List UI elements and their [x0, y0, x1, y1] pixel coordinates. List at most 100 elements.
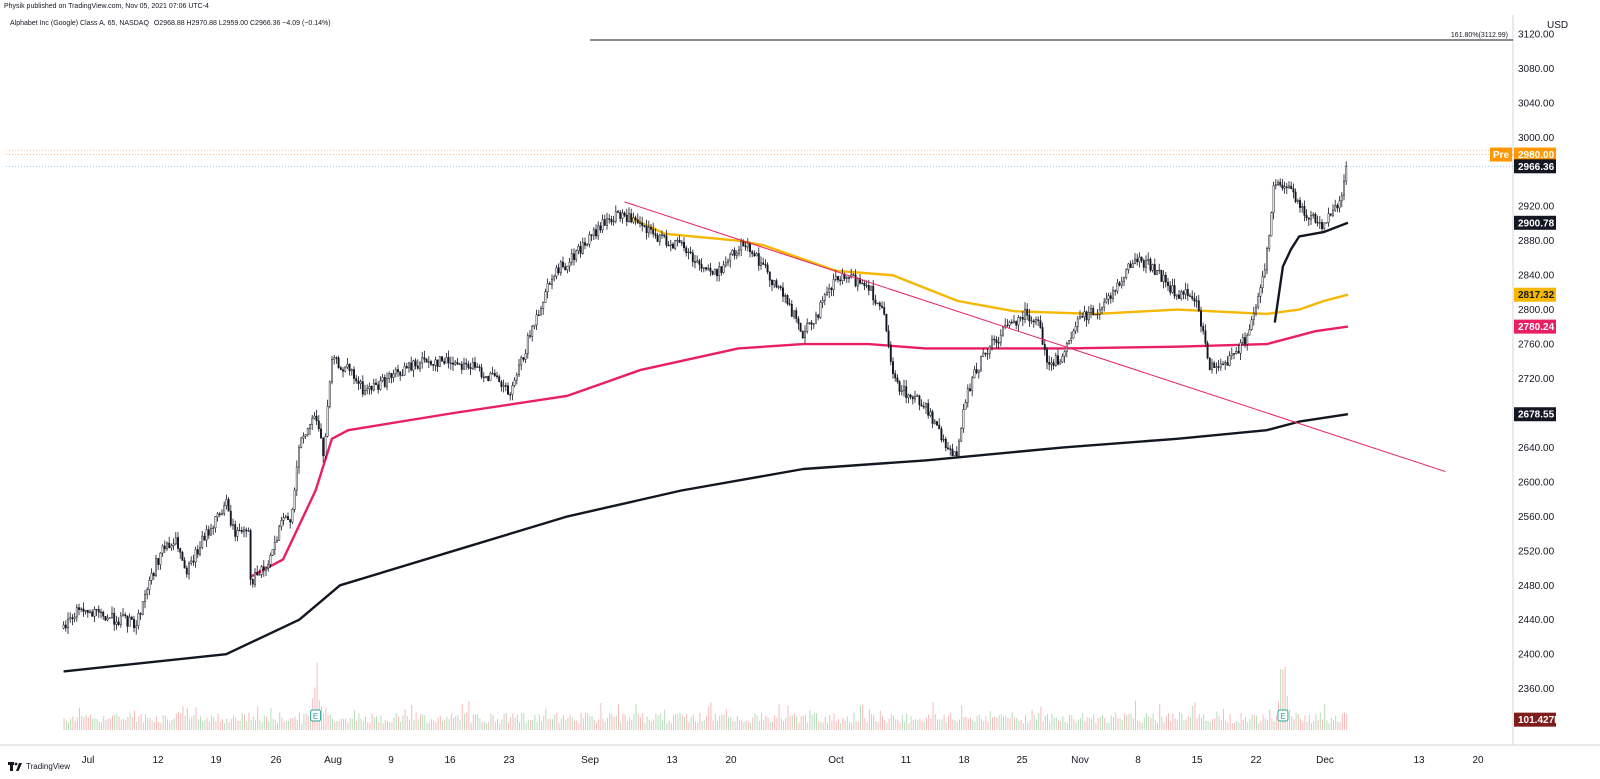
- candle-body: [645, 226, 648, 234]
- volume-bar: [833, 713, 835, 730]
- candle-body: [742, 241, 745, 247]
- volume-bar: [296, 720, 298, 730]
- candle-body: [1103, 301, 1106, 308]
- candle-body: [969, 388, 971, 391]
- candle-body: [188, 563, 190, 575]
- volume-bar: [1062, 716, 1064, 730]
- candle-body: [727, 260, 729, 264]
- volume-bar: [699, 713, 701, 730]
- volume-bar: [1216, 711, 1218, 730]
- candle-body: [1345, 166, 1348, 182]
- footer-brand[interactable]: TradingView: [8, 762, 70, 771]
- volume-bar: [1249, 719, 1251, 730]
- volume-bar: [402, 715, 404, 730]
- candle-body: [1118, 282, 1121, 286]
- candle-body: [1270, 212, 1273, 237]
- candles[interactable]: [62, 161, 1348, 635]
- volume-bar: [1139, 721, 1141, 730]
- candle-body: [496, 375, 498, 377]
- volume-bar: [626, 720, 628, 730]
- volume-bar: [299, 712, 300, 730]
- candle-body: [1127, 263, 1130, 270]
- volume-bar: [442, 721, 443, 730]
- candle-body: [713, 269, 716, 275]
- price-tick-label: 2920.00: [1518, 202, 1555, 213]
- candle-body: [575, 250, 578, 260]
- candle-body: [172, 543, 175, 546]
- volume-bar: [1038, 712, 1040, 730]
- candle-body: [458, 363, 461, 366]
- volume-bar: [585, 712, 586, 730]
- volume-bar: [842, 717, 844, 730]
- candle-body: [764, 264, 767, 266]
- price-axis[interactable]: 3120.00 3080.00 3040.00 3000.00 2920.00 2880.…: [1518, 29, 1555, 729]
- volume-bar: [523, 713, 525, 730]
- volume-bar: [723, 714, 725, 730]
- volume-bar: [98, 721, 100, 730]
- volume-bar: [527, 719, 529, 730]
- candle-body: [984, 352, 987, 355]
- candle-body: [553, 276, 556, 280]
- candle-body: [698, 260, 701, 265]
- candle-body: [344, 366, 347, 372]
- volume-bar: [222, 719, 223, 730]
- volume-bar: [943, 714, 945, 730]
- candle-body: [1321, 222, 1323, 229]
- candle-body: [628, 213, 630, 222]
- tradingview-logo-icon: [8, 762, 22, 771]
- volume-bar: [917, 720, 919, 730]
- volume-bar: [895, 719, 897, 730]
- volume-bar: [1260, 720, 1262, 730]
- candle-body: [1105, 298, 1108, 303]
- volume-bar: [1172, 713, 1174, 730]
- candle-body: [1202, 326, 1205, 332]
- drawings[interactable]: 161.80%(3112.99) E E: [6, 32, 1513, 722]
- volume-bar: [1174, 718, 1176, 730]
- volume-bar: [120, 719, 122, 730]
- volume-bar: [1170, 721, 1172, 730]
- volume-bar: [103, 715, 105, 730]
- price-tick-label: 2480.00: [1518, 581, 1555, 592]
- candle-body: [1215, 366, 1218, 368]
- candle-body: [1180, 291, 1183, 299]
- volume-bar: [235, 717, 237, 730]
- volume-bar: [175, 713, 177, 730]
- candle-body: [414, 360, 417, 367]
- candle-body: [218, 513, 221, 515]
- candle-body: [573, 253, 575, 260]
- candle-body: [155, 558, 157, 576]
- volume-bar: [657, 715, 659, 730]
- candle-body: [1048, 362, 1051, 365]
- candle-body: [282, 517, 285, 521]
- candle-body: [82, 608, 85, 612]
- candle-body: [782, 287, 784, 297]
- volume-bar: [406, 716, 408, 730]
- candle-body: [1026, 308, 1029, 316]
- candle-body: [1208, 357, 1211, 370]
- candle-body: [240, 530, 243, 533]
- volume-bar: [758, 720, 760, 730]
- volume-bar: [906, 713, 908, 730]
- candle-body: [313, 415, 316, 419]
- volume-bar: [1148, 716, 1150, 730]
- volume-bar: [648, 719, 650, 730]
- volume-bar: [937, 719, 938, 730]
- candle-body: [1070, 337, 1073, 341]
- volume-bar: [167, 719, 168, 730]
- volume-bar: [752, 717, 754, 730]
- candle-body: [412, 360, 415, 371]
- candle-body: [493, 372, 496, 377]
- volume-bar: [961, 705, 963, 730]
- symbol-name[interactable]: Alphabet Inc (Google) Class A, 65, NASDA…: [10, 20, 149, 27]
- volume-bar: [739, 720, 740, 730]
- volume-bar: [824, 716, 826, 730]
- volume-bar: [1146, 713, 1147, 730]
- candle-body: [1318, 222, 1321, 224]
- candle-body: [1169, 285, 1172, 293]
- volume-bar: [862, 704, 864, 730]
- time-axis[interactable]: Jul 12 19 26 Aug 9 16 23 Sep 13 20 Oct 11 18 25 Nov 8 15 2…: [82, 755, 1484, 766]
- candle-body: [1211, 362, 1213, 370]
- price-tick-label: 3080.00: [1518, 64, 1555, 75]
- time-tick-label: Oct: [828, 755, 844, 766]
